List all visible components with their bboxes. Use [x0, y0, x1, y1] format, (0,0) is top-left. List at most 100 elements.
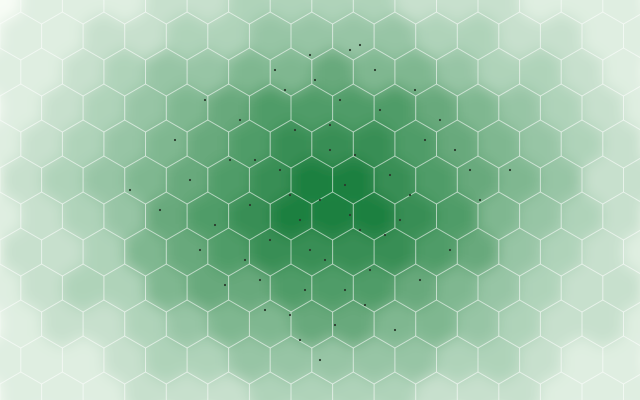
hex-outline [228, 47, 271, 97]
hex-bin [374, 84, 416, 132]
hex-bin [582, 156, 624, 204]
hex-outline [207, 155, 250, 205]
hex-bin [602, 192, 640, 240]
hex-bin [145, 264, 188, 312]
hex-outline [415, 11, 458, 61]
hex-bin [478, 120, 520, 168]
hex-outline [290, 155, 334, 205]
hex-outline [0, 83, 43, 133]
hex-outline [623, 373, 640, 400]
hex-outline [436, 335, 479, 385]
hex-bin [311, 264, 354, 312]
hex-outline [165, 83, 209, 133]
hex-outline [248, 11, 292, 61]
hex-outline [560, 119, 604, 169]
hex-outline [560, 191, 604, 241]
hex-bin [0, 120, 21, 168]
hex-bin [540, 12, 582, 60]
hex-outline [0, 119, 22, 169]
hex-outline [436, 47, 479, 97]
hex-bin [623, 86, 640, 130]
hex-bin [561, 264, 603, 312]
hex-bin [103, 48, 146, 96]
hex-outline [269, 0, 313, 25]
hex-bin [582, 372, 624, 400]
hex-bin [0, 48, 21, 96]
hex-bin [249, 300, 291, 348]
point [308, 53, 312, 57]
hex-bin [124, 300, 167, 348]
hex-outline [539, 83, 583, 133]
hex-outline [602, 47, 640, 97]
point [348, 213, 352, 217]
hex-outline [82, 155, 126, 205]
hex-bin [582, 300, 624, 348]
point [468, 168, 472, 172]
hex-outline [539, 155, 583, 205]
hex-bin [540, 300, 582, 348]
hex-outline [560, 47, 604, 97]
hex-bin [457, 372, 499, 400]
hex-bin [187, 192, 229, 240]
hex-bin [623, 14, 640, 58]
hex-outline [539, 299, 583, 349]
hex-outline [82, 371, 126, 400]
hex-bin [291, 228, 333, 276]
hex-outline [145, 335, 188, 385]
hex-outline [269, 119, 313, 169]
hex-outline [186, 191, 230, 241]
point [448, 248, 452, 252]
hex-bin [291, 84, 333, 132]
hex-bin [270, 192, 312, 240]
hex-bin [228, 336, 271, 384]
hex-bin [249, 372, 291, 400]
hex-outline [373, 83, 417, 133]
hex-outline [290, 11, 334, 61]
hex-outline [41, 227, 84, 277]
point [253, 158, 257, 162]
hex-bin [561, 192, 603, 240]
point [298, 338, 302, 342]
hex-outline [41, 299, 84, 349]
hex-outline [103, 47, 146, 97]
hex-bin [187, 264, 229, 312]
hex-outline [41, 371, 84, 400]
hex-outline [124, 371, 167, 400]
hex-outline [332, 155, 375, 205]
hex-bin [124, 12, 167, 60]
hex-outline [41, 155, 84, 205]
hex-outline [20, 263, 63, 313]
hex-bin [623, 158, 640, 202]
hex-outline [20, 191, 63, 241]
point [393, 328, 397, 332]
hex-bin [436, 264, 478, 312]
hex-outline [519, 191, 562, 241]
hex-bin [519, 120, 562, 168]
hex-outline [581, 155, 624, 205]
hex-bin [228, 120, 271, 168]
hex-bin [166, 372, 208, 400]
hex-bin [353, 48, 395, 96]
hex-outline [0, 11, 43, 61]
hex-outline [623, 85, 640, 131]
hex-bin [498, 156, 541, 204]
hex-outline [519, 119, 562, 169]
hex-outline [145, 47, 188, 97]
hex-bin [602, 0, 640, 24]
hex-outline [436, 0, 479, 25]
hex-bin [270, 120, 312, 168]
point [408, 193, 412, 197]
hex-outline [103, 0, 146, 25]
hex-outline [207, 371, 250, 400]
hex-outline [165, 371, 209, 400]
hex-bin [457, 300, 499, 348]
hex-bin [519, 264, 562, 312]
hex-bin [332, 84, 375, 132]
hex-outline [207, 83, 250, 133]
hex-bin [311, 120, 354, 168]
hex-bin [436, 48, 478, 96]
hex-outline [269, 47, 313, 97]
hex-bin [602, 48, 640, 96]
